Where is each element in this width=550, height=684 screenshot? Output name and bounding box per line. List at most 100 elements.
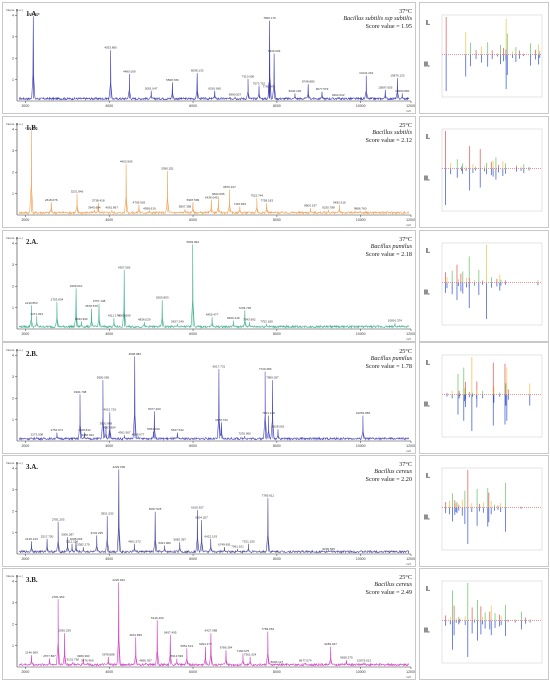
- score-value: Score value = 2.18: [365, 250, 412, 258]
- peak-label: 5265.893: [156, 296, 169, 300]
- y-tick-label: 3: [12, 35, 14, 39]
- x-tick-label: 2000: [21, 104, 29, 108]
- peak-label: 7361.024: [244, 652, 257, 656]
- mirror-chart: I. II.: [424, 467, 543, 551]
- spectrum-chart: Intens. [a.u.] 1 2 3 4 2000 4000 6000 8000 10000 1…: [6, 461, 416, 566]
- y-tick-label: 2: [12, 170, 14, 174]
- panel-label: 3.B.: [26, 576, 38, 584]
- peak-label: 2273.008: [31, 432, 44, 436]
- peak-label: 5390.251: [161, 166, 174, 170]
- mirror-chart: I. II.: [424, 14, 543, 98]
- y-tick-label: 3: [12, 263, 14, 267]
- peak-label: 6960.149: [227, 316, 240, 320]
- x-tick-label: 6000: [189, 557, 197, 561]
- peak-label: 8028.062: [272, 425, 285, 429]
- peak-label: 4601.572: [128, 539, 141, 543]
- comparison-panel: I. II.: [419, 230, 549, 342]
- peak-label: 5851.613: [181, 644, 194, 648]
- peak-label: 4866.397: [139, 658, 152, 662]
- spectrum-chart: Intens. [a.u.] 1 2 3 4 2000 4000 6000 8000 10000 1…: [6, 574, 416, 679]
- x-tick-label: 2000: [21, 332, 29, 336]
- peak-label: 9230.788: [322, 205, 335, 209]
- peak-label: 8748.880: [302, 80, 315, 84]
- peak-label: 5682.397: [173, 538, 186, 542]
- x-axis-unit: m/z: [406, 109, 411, 113]
- peak-label: 6990.827: [229, 92, 242, 96]
- mirror-chart: I. II.: [424, 128, 543, 212]
- peak-label: 9235.535: [322, 547, 335, 551]
- x-axis-unit: m/z: [406, 562, 411, 566]
- spectrum-panel: Intens. [a.u.] 1 2 3 4 2000 4000 6000 8000 10000 1…: [2, 230, 416, 342]
- peak-label: 3850.056: [97, 376, 110, 380]
- temperature: 37°C: [399, 461, 412, 468]
- peak-label: 4003.804: [103, 425, 116, 429]
- peak-label: 9658.275: [340, 656, 353, 660]
- peak-label: 9283.047: [324, 642, 337, 646]
- x-tick-label: 12000: [406, 444, 415, 448]
- peak-label: 10876.133: [390, 74, 405, 78]
- peak-label: 6105.357: [191, 505, 204, 509]
- species-name: Bacillus cereus: [374, 581, 412, 589]
- y-tick-label: 1: [12, 306, 14, 310]
- peak-label: 2188.688: [27, 12, 40, 16]
- mirror-chart: I. II.: [424, 580, 543, 664]
- peak-label: 7801.138: [262, 411, 275, 415]
- x-axis-unit: m/z: [406, 675, 411, 679]
- y-axis-unit: Intens. [a.u.]: [6, 574, 23, 578]
- peak-label: 4709.903: [133, 200, 146, 204]
- peak-label: 3006.287: [61, 533, 74, 537]
- peak-label: 3476.469: [81, 658, 94, 662]
- peak-label: 6786.394: [220, 646, 233, 650]
- peak-label: 2781.953: [52, 595, 65, 599]
- y-tick-label: 4: [12, 580, 14, 584]
- y-tick-label: 1: [12, 644, 14, 648]
- peak-label: 7321.150: [242, 539, 255, 543]
- spectrum-panel: Intens. [a.u.] 1 2 3 4 2000 4000 6000 8000 10000 1…: [2, 116, 416, 228]
- x-tick-label: 4000: [105, 104, 113, 108]
- sample-label: I.: [426, 134, 430, 141]
- reference-label: II.: [424, 628, 430, 635]
- peak-label: 9492.516: [333, 200, 346, 204]
- peak-label: 5807.358: [179, 205, 192, 209]
- spectrum-chart: Intens. [a.u.] 1 2 3 4 2000 4000 6000 8000 10000 1…: [6, 348, 416, 453]
- peak-label: 6749.691: [218, 543, 231, 547]
- y-tick-label: 2: [12, 284, 14, 288]
- peak-label: 6427.988: [205, 629, 218, 633]
- peak-label: 7783.663: [262, 627, 275, 631]
- y-tick-label: 2: [12, 622, 14, 626]
- peak-label: 2517.750: [41, 534, 54, 538]
- peak-label: 10053.058: [356, 411, 371, 415]
- sample-label: I.: [426, 360, 430, 367]
- x-tick-label: 6000: [189, 670, 197, 674]
- score-value: Score value = 2.12: [365, 136, 412, 144]
- x-tick-label: 2000: [21, 444, 29, 448]
- peak-label: 10131.261: [359, 71, 374, 75]
- peak-label: 2936.239: [58, 629, 71, 633]
- reference-label: II.: [424, 62, 430, 69]
- x-tick-label: 8000: [273, 444, 281, 448]
- x-axis-unit: m/z: [406, 449, 411, 453]
- peak-label: 6516.060: [208, 86, 221, 90]
- y-tick-label: 1: [12, 418, 14, 422]
- reference-label: II.: [424, 290, 430, 297]
- x-tick-label: 8000: [273, 670, 281, 674]
- peak-label: 3738.418: [92, 199, 105, 203]
- peak-label: 6098.133: [191, 69, 204, 73]
- peak-label: 4836.029: [138, 318, 151, 322]
- comparison-panel: I. II.: [419, 2, 549, 114]
- peak-label: 5097.525: [149, 507, 162, 511]
- peak-label: 5077.200: [148, 407, 161, 411]
- x-tick-label: 10000: [356, 218, 366, 222]
- peak-label: 5457.495: [164, 630, 177, 634]
- y-tick-label: 1: [12, 531, 14, 535]
- plot-frame: [441, 14, 543, 98]
- x-axis-unit: m/z: [406, 223, 411, 227]
- panel-label: 2.A.: [26, 238, 39, 246]
- mirror-chart: I. II.: [424, 242, 543, 326]
- comparison-panel: I. II.: [419, 342, 549, 454]
- x-tick-label: 4000: [105, 444, 113, 448]
- reference-label: II.: [424, 515, 430, 522]
- panel-label: 2.B.: [26, 350, 38, 358]
- plot-frame: [441, 354, 543, 438]
- peak-label: 4226.943: [112, 578, 125, 582]
